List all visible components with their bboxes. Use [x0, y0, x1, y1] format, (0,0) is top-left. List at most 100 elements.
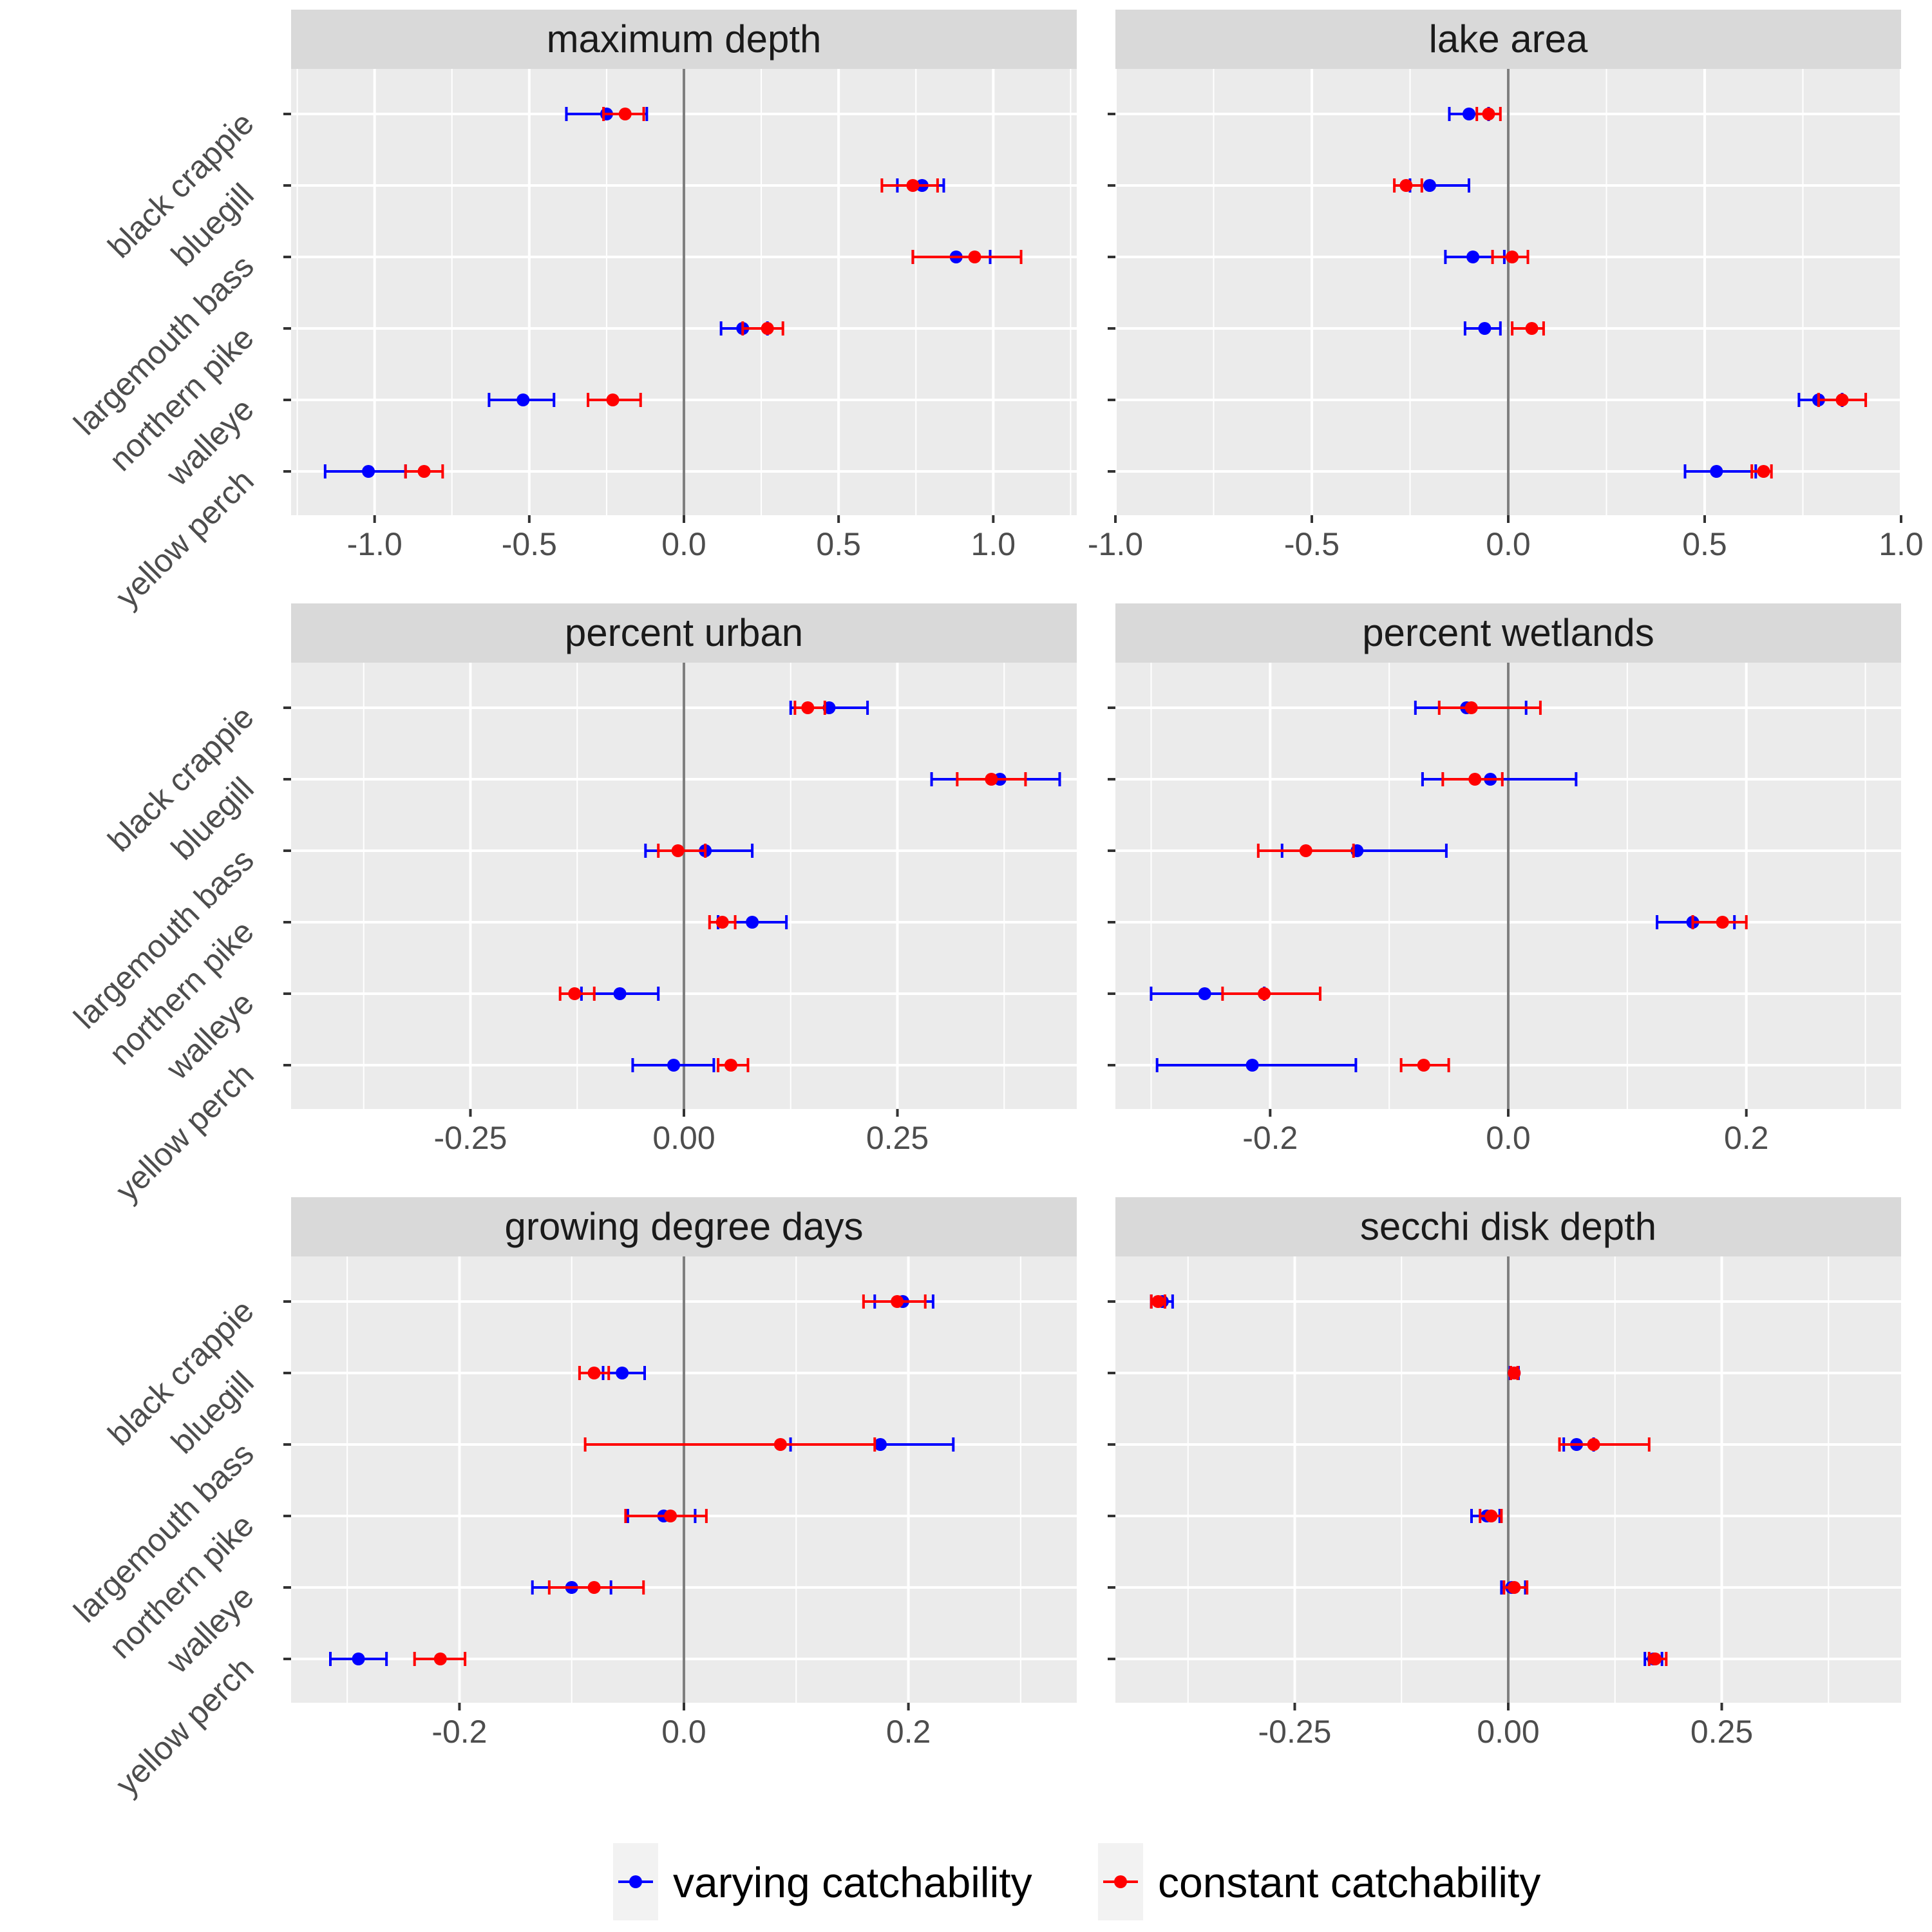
- panel-title: lake area: [1429, 17, 1588, 61]
- point-estimate: [1716, 916, 1729, 929]
- point-estimate: [587, 1581, 601, 1594]
- constant-estimate: [793, 701, 826, 715]
- panel-title: maximum depth: [547, 17, 822, 61]
- constant-estimate: [404, 464, 444, 478]
- point-estimate: [1245, 1059, 1259, 1072]
- panel-title: percent urban: [565, 611, 803, 654]
- constant-estimate: [1479, 1509, 1503, 1523]
- chart-legend: varying catchability constant catchabilit…: [613, 1843, 1540, 1920]
- constant-estimate: [1491, 250, 1530, 264]
- point-estimate: [1508, 1367, 1521, 1379]
- x-tick-label: -0.25: [433, 1120, 507, 1156]
- x-tick-label: 0.2: [1724, 1120, 1769, 1156]
- constant-estimate: [1437, 701, 1542, 715]
- point-estimate: [746, 916, 759, 929]
- panel-strip: [1115, 603, 1901, 663]
- point-estimate: [352, 1653, 365, 1665]
- constant-estimate: [1399, 1058, 1450, 1072]
- constant-estimate: [1647, 1652, 1668, 1666]
- point-estimate: [568, 987, 582, 1000]
- point-estimate: [417, 465, 431, 478]
- constant-estimate: [741, 321, 784, 336]
- point-estimate: [985, 773, 998, 786]
- constant-estimate: [657, 844, 707, 858]
- x-tick-label: 0.5: [816, 526, 861, 562]
- panel-strip: [291, 10, 1077, 69]
- point-estimate: [801, 701, 815, 714]
- point-estimate: [1757, 465, 1770, 478]
- panel-lake-area: lake area -1.0 -0.5 0.0 0.5 1.0: [1088, 10, 1924, 562]
- panel-strip: [1115, 1197, 1901, 1256]
- constant-estimate: [413, 1652, 467, 1666]
- x-tick-label: -0.25: [1258, 1714, 1331, 1750]
- point-estimate: [1468, 773, 1482, 786]
- x-tick-label: 0.00: [652, 1120, 715, 1156]
- constant-estimate: [547, 1580, 645, 1595]
- panel-strip: [1115, 10, 1901, 69]
- constant-estimate: [911, 250, 1023, 264]
- point-estimate: [1399, 179, 1413, 192]
- point-estimate: [1464, 701, 1478, 714]
- panel-secchi-disk-depth: secchi disk depth -0.25 0.00 0.25: [1108, 1197, 1901, 1750]
- point-estimate: [1506, 251, 1519, 263]
- constant-estimate: [624, 1509, 708, 1523]
- point-estimate: [671, 844, 685, 857]
- constant-estimate: [862, 1294, 927, 1309]
- point-estimate: [618, 108, 632, 120]
- constant-estimate: [583, 1437, 876, 1452]
- constant-estimate: [880, 178, 939, 193]
- constant-estimate: [587, 393, 642, 407]
- point-estimate: [724, 1059, 737, 1072]
- point-estimate: [1198, 987, 1211, 1000]
- point-estimate: [906, 179, 920, 192]
- x-tick-label: 0.00: [1477, 1714, 1539, 1750]
- point-estimate: [616, 1367, 629, 1379]
- point-estimate: [1417, 1059, 1430, 1072]
- constant-estimate: [1441, 772, 1504, 786]
- constant-estimate: [1817, 393, 1868, 407]
- x-tick-label: 1.0: [971, 526, 1016, 562]
- x-tick-label: 0.0: [1486, 1120, 1531, 1156]
- point-estimate: [664, 1510, 677, 1522]
- constant-estimate: [1256, 844, 1355, 858]
- point-estimate: [1484, 1510, 1498, 1522]
- legend-label: varying catchability: [673, 1859, 1032, 1906]
- point-estimate: [1151, 1295, 1165, 1308]
- point-estimate: [1463, 108, 1475, 120]
- varying-estimate: [488, 393, 556, 407]
- x-tick-label: 0.25: [866, 1120, 929, 1156]
- point-estimate: [516, 393, 530, 406]
- x-tick-label: 0.2: [886, 1714, 931, 1750]
- x-tick-label: -0.2: [1242, 1120, 1298, 1156]
- constant-estimate: [717, 1058, 750, 1072]
- point-estimate: [773, 1438, 787, 1451]
- panel-title: percent wetlands: [1362, 611, 1654, 654]
- constant-estimate: [578, 1366, 611, 1380]
- point-estimate: [715, 916, 729, 929]
- legend-label: constant catchability: [1158, 1859, 1540, 1906]
- point-estimate: [1525, 322, 1539, 335]
- point-estimate: [1299, 844, 1312, 857]
- constant-estimate: [956, 772, 1027, 786]
- point-estimate: [613, 987, 627, 1000]
- varying-estimate: [329, 1652, 388, 1666]
- x-tick-label: -0.2: [431, 1714, 487, 1750]
- varying-estimate: [631, 1058, 715, 1072]
- point-estimate: [1835, 393, 1849, 406]
- point-estimate: [1466, 251, 1480, 263]
- legend-key-point: [1114, 1875, 1127, 1888]
- constant-estimate: [602, 107, 645, 121]
- point-estimate: [891, 1295, 904, 1308]
- point-estimate: [362, 465, 375, 478]
- point-estimate: [587, 1367, 601, 1379]
- varying-estimate: [1155, 1058, 1358, 1072]
- point-estimate: [433, 1653, 447, 1665]
- constant-estimate: [1393, 178, 1423, 193]
- point-estimate: [606, 393, 620, 406]
- constant-estimate: [1508, 1366, 1521, 1380]
- point-estimate: [1649, 1653, 1662, 1665]
